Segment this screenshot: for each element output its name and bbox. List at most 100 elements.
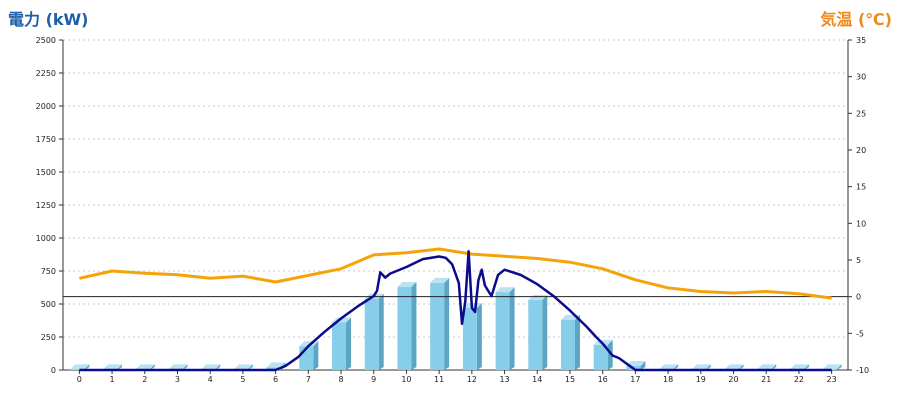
x-tick-label: 0	[77, 375, 82, 384]
power-bar-front	[495, 292, 510, 370]
x-tick-label: 11	[434, 375, 444, 384]
power-bar-top	[103, 364, 123, 370]
power-bar-side	[313, 341, 319, 370]
power-bar-side	[607, 339, 613, 370]
power-bar-side	[673, 364, 679, 370]
power-bar-top	[233, 364, 253, 370]
x-tick-label: 7	[306, 375, 311, 384]
power-bar	[593, 339, 613, 370]
power-bar-side	[346, 317, 352, 370]
x-tick-label: 17	[630, 375, 640, 384]
x-tick-label: 13	[499, 375, 509, 384]
power-bar-side	[215, 364, 221, 370]
power-bar-side	[476, 302, 482, 370]
power-bar-side	[738, 364, 744, 370]
x-tick-label: 8	[338, 375, 343, 384]
x-tick-label: 16	[598, 375, 608, 384]
power-bar-top	[430, 277, 450, 283]
power-bar-top	[397, 281, 417, 287]
left-tick-label: 250	[41, 333, 56, 342]
power-bar	[430, 277, 450, 370]
x-tick-label: 14	[532, 375, 542, 384]
right-tick-label: 35	[856, 36, 866, 45]
power-bar-side	[574, 314, 580, 370]
power-bar-side	[444, 277, 450, 370]
power-bar	[462, 302, 482, 370]
x-tick-label: 3	[175, 375, 180, 384]
power-bar	[528, 295, 548, 370]
power-bar-side	[771, 364, 777, 370]
x-tick-label: 9	[371, 375, 376, 384]
power-bar-side	[117, 364, 123, 370]
x-tick-label: 15	[565, 375, 575, 384]
power-bar-front	[266, 367, 281, 370]
power-bar-top	[266, 362, 286, 368]
right-tick-label: 10	[856, 219, 866, 228]
x-tick-label: 22	[794, 375, 804, 384]
x-tick-label: 12	[467, 375, 477, 384]
power-bar-front	[462, 307, 477, 370]
power-bar-front	[70, 369, 85, 370]
left-axis-title: 電力 (kW)	[8, 10, 89, 29]
power-bar-top	[724, 364, 744, 370]
right-tick-label: 25	[856, 109, 866, 118]
x-tick-label: 18	[663, 375, 673, 384]
power-bar-top	[135, 364, 155, 370]
power-bar-side	[247, 364, 253, 370]
power-bar	[560, 314, 580, 370]
power-bar-top	[822, 364, 842, 370]
power-bar-top	[691, 364, 711, 370]
power-bar-top	[201, 364, 221, 370]
power-bar-top	[70, 364, 90, 370]
right-tick-label: 30	[856, 73, 866, 82]
power-bar-side	[411, 281, 417, 370]
power-bar-side	[640, 361, 646, 370]
power-bar-side	[378, 293, 384, 370]
left-tick-label: 750	[41, 267, 56, 276]
power-bar-top	[789, 364, 809, 370]
right-tick-label: 20	[856, 146, 866, 155]
power-bar-front	[593, 344, 608, 370]
x-tick-label: 19	[696, 375, 706, 384]
power-bar-top	[626, 361, 646, 367]
left-tick-label: 500	[41, 300, 56, 309]
right-tick-label: 0	[856, 293, 861, 302]
left-tick-label: 2500	[36, 36, 56, 45]
power-bar-side	[84, 364, 90, 370]
x-tick-label: 1	[110, 375, 115, 384]
left-tick-label: 0	[51, 366, 56, 375]
left-tick-label: 1000	[36, 234, 56, 243]
power-bar	[332, 317, 352, 370]
x-tick-label: 4	[208, 375, 213, 384]
x-tick-label: 5	[240, 375, 245, 384]
power-bar-front	[397, 286, 412, 370]
power-bar-side	[149, 364, 155, 370]
right-tick-label: 5	[856, 256, 861, 265]
power-bar	[397, 281, 417, 370]
left-tick-label: 1750	[36, 135, 56, 144]
power-line	[79, 249, 832, 372]
power-bar-front	[560, 319, 575, 370]
power-bar-side	[509, 287, 515, 370]
left-tick-label: 2000	[36, 102, 56, 111]
right-tick-label: -10	[856, 366, 869, 375]
power-bar-front	[364, 298, 379, 370]
power-bar-side	[836, 364, 842, 370]
right-tick-label: 15	[856, 183, 866, 192]
x-tick-label: 23	[827, 375, 837, 384]
power-bar-front	[332, 322, 347, 370]
x-tick-label: 6	[273, 375, 278, 384]
temperature-line	[79, 247, 832, 300]
power-bar-top	[659, 364, 679, 370]
x-tick-label: 20	[728, 375, 738, 384]
left-tick-label: 1500	[36, 168, 56, 177]
power-bar-side	[182, 364, 188, 370]
power-bar	[495, 287, 515, 370]
power-bar-front	[528, 300, 543, 370]
right-tick-label: -5	[856, 329, 864, 338]
power-bar-top	[495, 287, 515, 293]
power-bar	[364, 293, 384, 370]
right-axis-title: 気温 (℃)	[820, 10, 892, 29]
